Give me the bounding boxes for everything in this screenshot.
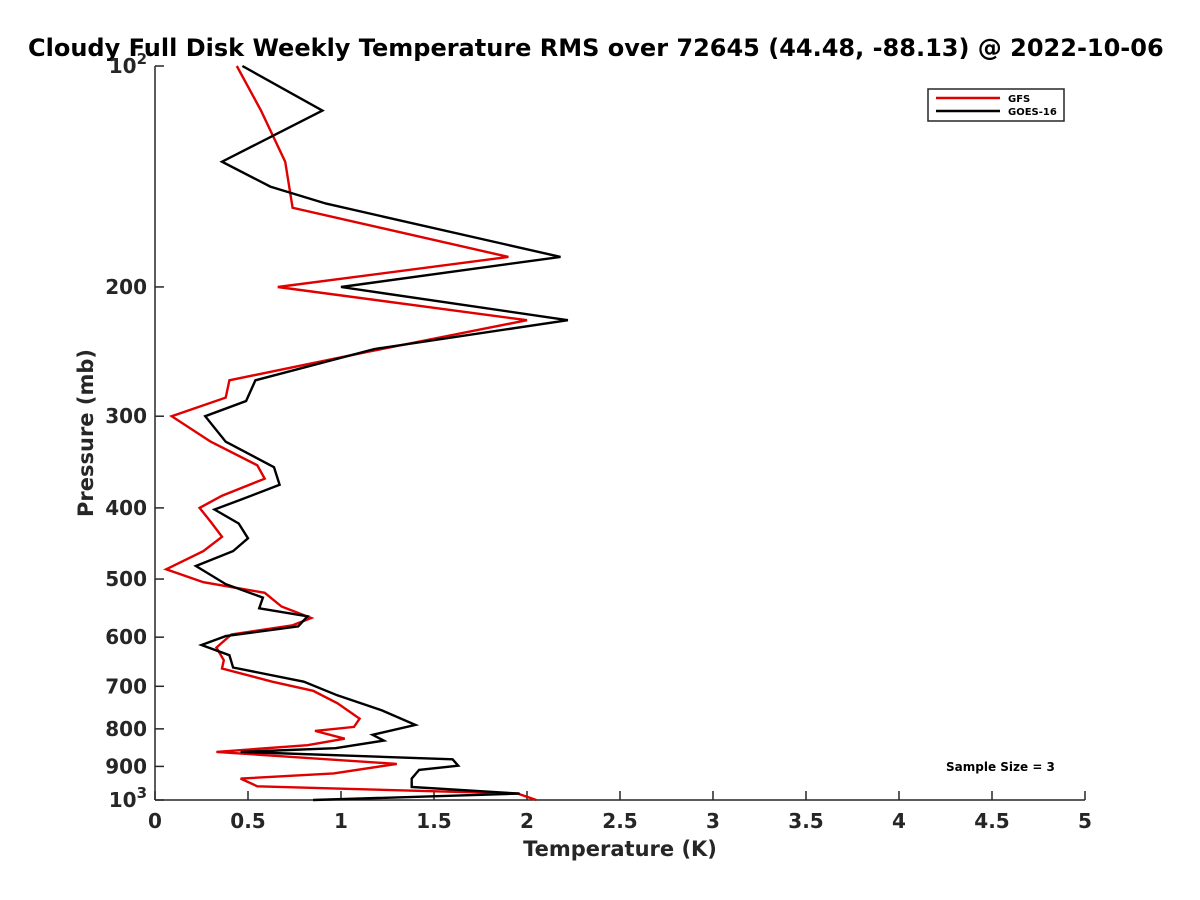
y-tick-label: 400	[105, 496, 147, 520]
x-tick-label: 1.5	[416, 809, 451, 833]
y-tick-label: 300	[105, 404, 147, 428]
y-tick-label: 102	[109, 50, 147, 78]
chart-title: Cloudy Full Disk Weekly Temperature RMS …	[28, 34, 1164, 62]
x-tick-label: 4	[892, 809, 906, 833]
x-tick-label: 1	[334, 809, 348, 833]
x-tick-label: 4.5	[974, 809, 1009, 833]
legend: GFS GOES-16	[927, 88, 1065, 122]
y-tick-label: 900	[105, 754, 147, 778]
y-tick-label: 500	[105, 567, 147, 591]
sample-size-annotation: Sample Size = 3	[946, 760, 1055, 774]
legend-box	[927, 88, 1065, 122]
legend-label-gfs: GFS	[1008, 94, 1030, 105]
y-tick-label: 103	[109, 784, 147, 812]
y-tick-label: 800	[105, 717, 147, 741]
x-tick-label: 3	[706, 809, 720, 833]
x-tick-label: 0	[148, 809, 162, 833]
y-tick-label: 200	[105, 275, 147, 299]
x-tick-label: 5	[1078, 809, 1092, 833]
y-tick-label: 700	[105, 674, 147, 698]
y-tick-label: 600	[105, 625, 147, 649]
series-line-goes-16	[193, 64, 569, 802]
plot-series	[163, 64, 569, 802]
x-tick-label: 0.5	[230, 809, 265, 833]
x-tick-label: 3.5	[788, 809, 823, 833]
plot-axes: 0 0.5 1 1.5 2 2.5 3 3.5 4 4.5 5 102 200 300 400 500 600 7…	[105, 50, 1092, 833]
x-tick-label: 2.5	[602, 809, 637, 833]
x-axis-label: Temperature (K)	[523, 837, 717, 861]
legend-label-goes-16: GOES-16	[1008, 107, 1057, 118]
y-axis-label: Pressure (mb)	[74, 349, 98, 517]
x-tick-label: 2	[520, 809, 534, 833]
